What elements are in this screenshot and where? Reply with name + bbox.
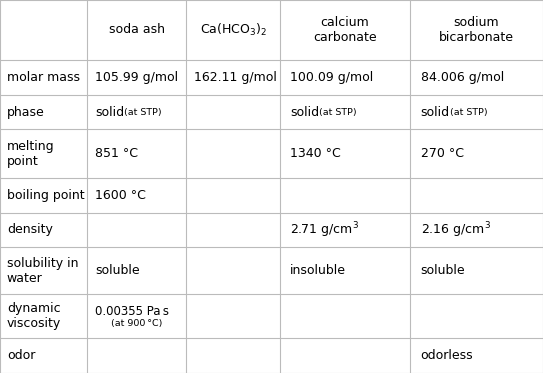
Text: soluble: soluble xyxy=(421,264,465,277)
Text: solid: solid xyxy=(95,106,124,119)
Text: soluble: soluble xyxy=(95,264,140,277)
Text: (at STP): (at STP) xyxy=(447,107,487,117)
Text: (at STP): (at STP) xyxy=(121,107,161,117)
Text: insoluble: insoluble xyxy=(290,264,346,277)
Text: solid: solid xyxy=(421,106,450,119)
Text: 0.00355 Pa s: 0.00355 Pa s xyxy=(95,305,169,317)
Text: solid: solid xyxy=(290,106,319,119)
Text: 1600 °C: 1600 °C xyxy=(95,189,146,202)
Text: (at STP): (at STP) xyxy=(316,107,357,117)
Text: 851 °C: 851 °C xyxy=(95,147,138,160)
Text: 2.71 g/cm$^3$: 2.71 g/cm$^3$ xyxy=(290,220,359,240)
Text: solubility in
water: solubility in water xyxy=(7,257,78,285)
Text: phase: phase xyxy=(7,106,45,119)
Text: dynamic
viscosity: dynamic viscosity xyxy=(7,302,61,330)
Text: melting
point: melting point xyxy=(7,140,55,167)
Text: calcium
carbonate: calcium carbonate xyxy=(313,16,377,44)
Text: (at 900 °C): (at 900 °C) xyxy=(111,319,162,328)
Text: 2.16 g/cm$^3$: 2.16 g/cm$^3$ xyxy=(421,220,491,240)
Text: odor: odor xyxy=(7,349,35,362)
Text: molar mass: molar mass xyxy=(7,71,80,84)
Text: 84.006 g/mol: 84.006 g/mol xyxy=(421,71,504,84)
Text: boiling point: boiling point xyxy=(7,189,85,202)
Text: density: density xyxy=(7,223,53,236)
Text: sodium
bicarbonate: sodium bicarbonate xyxy=(439,16,514,44)
Text: 270 °C: 270 °C xyxy=(421,147,464,160)
Text: 105.99 g/mol: 105.99 g/mol xyxy=(95,71,178,84)
Text: Ca(HCO$_3$)$_2$: Ca(HCO$_3$)$_2$ xyxy=(199,22,267,38)
Text: soda ash: soda ash xyxy=(109,23,165,37)
Text: 162.11 g/mol: 162.11 g/mol xyxy=(194,71,276,84)
Text: 100.09 g/mol: 100.09 g/mol xyxy=(290,71,374,84)
Text: 1340 °C: 1340 °C xyxy=(290,147,341,160)
Text: odorless: odorless xyxy=(421,349,473,362)
